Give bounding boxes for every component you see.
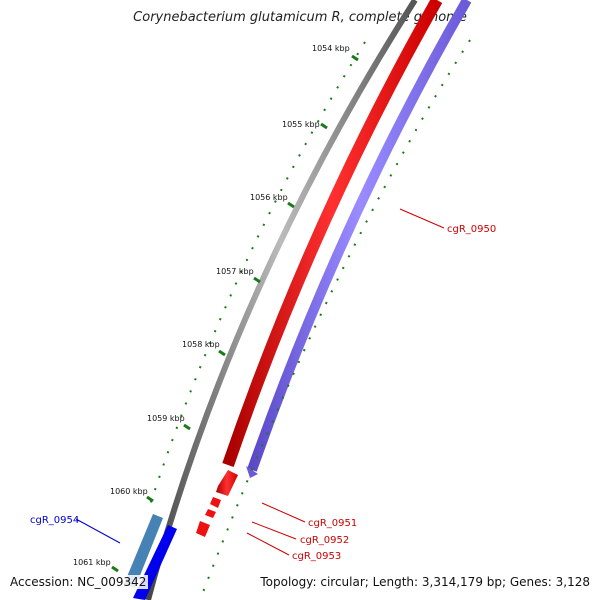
inner-tick-ring <box>199 39 471 600</box>
tick-label-1056: 1056 kbp <box>250 193 288 202</box>
label-cgR_0950[interactable]: cgR_0950 <box>447 224 496 235</box>
topology-text: Topology: circular; Length: 3,314,179 bp… <box>260 575 590 589</box>
gene-cgR_0952b[interactable] <box>205 509 216 518</box>
label-cgR_0952[interactable]: cgR_0952 <box>300 535 349 546</box>
label-cgR_0954[interactable]: cgR_0954 <box>30 515 79 526</box>
tick-label-1058: 1058 kbp <box>182 340 220 349</box>
leader-cgR_0953 <box>246 532 290 556</box>
gene-cgR_0950-arrow <box>246 466 258 478</box>
leader-cgR_0950 <box>399 208 445 229</box>
gene-cgR_0952[interactable] <box>210 497 221 508</box>
gene-cgR_0954[interactable] <box>124 514 163 588</box>
gene-cgR_0950[interactable] <box>247 0 472 472</box>
tick-label-1059: 1059 kbp <box>147 414 185 423</box>
gene-cgR_0953[interactable] <box>196 521 210 537</box>
tick-label-1054: 1054 kbp <box>312 44 350 53</box>
tick-label-1061: 1061 kbp <box>73 558 111 567</box>
gene-forward-long[interactable] <box>222 0 443 467</box>
accession-text: Accession: NC_009342 <box>8 575 149 589</box>
leader-cgR_0951 <box>261 502 306 523</box>
gene-cgR_0951[interactable] <box>216 470 238 496</box>
label-cgR_0951[interactable]: cgR_0951 <box>308 518 357 529</box>
map-title: Corynebacterium glutamicum R, complete g… <box>133 10 467 25</box>
tick-label-1060: 1060 kbp <box>110 487 148 496</box>
genome-backbone <box>145 0 418 600</box>
label-cgR_0953[interactable]: cgR_0953 <box>292 551 341 562</box>
leader-cgR_0954 <box>75 518 121 544</box>
leader-cgR_0952 <box>251 521 297 540</box>
tick-label-1055: 1055 kbp <box>282 120 320 129</box>
tick-label-1057: 1057 kbp <box>216 267 254 276</box>
major-ticks <box>111 54 359 573</box>
